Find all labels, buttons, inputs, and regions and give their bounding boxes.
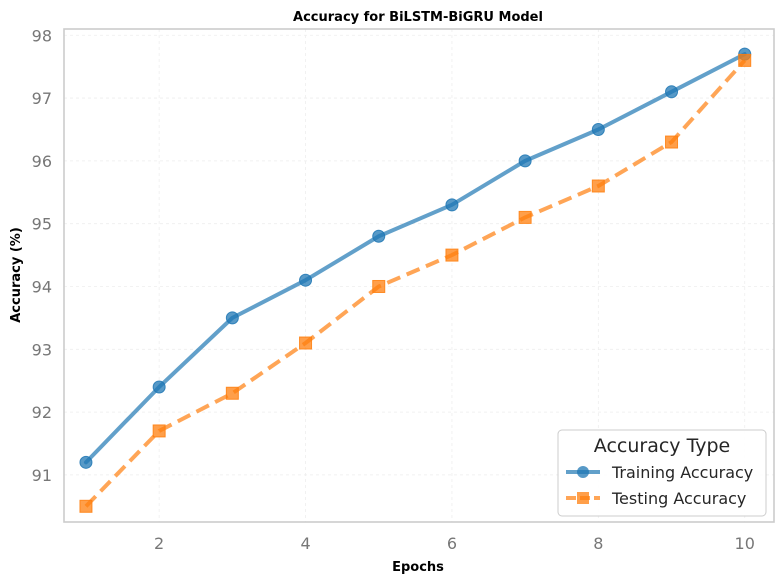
axis-ticks: 2 4 6 8 10 91 92 93 94 95 96 97 98 bbox=[32, 26, 755, 553]
legend-item: Training Accuracy bbox=[566, 463, 753, 482]
legend-box bbox=[557, 429, 767, 517]
data-point bbox=[518, 210, 532, 224]
data-point bbox=[299, 273, 313, 287]
data-point bbox=[299, 336, 313, 350]
x-tick-label: 6 bbox=[447, 534, 457, 553]
y-axis-label: Accuracy (%) bbox=[9, 227, 24, 323]
y-tick-label: 92 bbox=[32, 403, 52, 422]
x-tick-label: 2 bbox=[154, 534, 164, 553]
y-tick-label: 95 bbox=[32, 215, 52, 234]
y-tick-label: 93 bbox=[32, 340, 52, 359]
plot-area-frame bbox=[63, 28, 775, 523]
data-point bbox=[79, 455, 93, 469]
y-tick-label: 94 bbox=[32, 277, 52, 296]
legend: Accuracy Type Training Accuracy Testing A… bbox=[557, 429, 767, 517]
series-line bbox=[83, 52, 747, 465]
y-tick-label: 96 bbox=[32, 152, 52, 171]
x-tick-label: 10 bbox=[735, 534, 755, 553]
legend-marker bbox=[577, 492, 589, 504]
series-line bbox=[84, 59, 747, 508]
data-point bbox=[591, 179, 605, 193]
legend-label: Testing Accuracy bbox=[611, 489, 746, 508]
x-tick-label: 8 bbox=[593, 534, 603, 553]
y-tick-label: 98 bbox=[32, 26, 52, 45]
y-tick-label: 97 bbox=[32, 89, 52, 108]
data-point bbox=[152, 424, 166, 438]
data-point bbox=[738, 53, 752, 67]
x-tick-label: 4 bbox=[300, 534, 310, 553]
legend-items: Training Accuracy Testing Accuracy bbox=[566, 463, 753, 508]
legend-item: Testing Accuracy bbox=[566, 489, 746, 508]
data-point bbox=[372, 279, 386, 293]
data-point bbox=[665, 135, 679, 149]
data-point bbox=[518, 154, 532, 168]
legend-title: Accuracy Type bbox=[594, 435, 730, 457]
data-point bbox=[152, 380, 166, 394]
data-point bbox=[79, 499, 93, 513]
data-point bbox=[445, 198, 459, 212]
x-axis-label: Epochs bbox=[392, 560, 444, 575]
data-point bbox=[225, 311, 239, 325]
y-tick-label: 91 bbox=[32, 466, 52, 485]
data-point bbox=[665, 85, 679, 99]
chart-title: Accuracy for BiLSTM-BiGRU Model bbox=[293, 10, 543, 25]
legend-label: Training Accuracy bbox=[611, 463, 753, 482]
data-point bbox=[225, 386, 239, 400]
legend-marker bbox=[577, 466, 589, 478]
data-point bbox=[372, 229, 386, 243]
data-point bbox=[445, 248, 459, 262]
series bbox=[79, 47, 752, 513]
series-2 bbox=[79, 53, 752, 513]
data-point bbox=[591, 122, 605, 136]
